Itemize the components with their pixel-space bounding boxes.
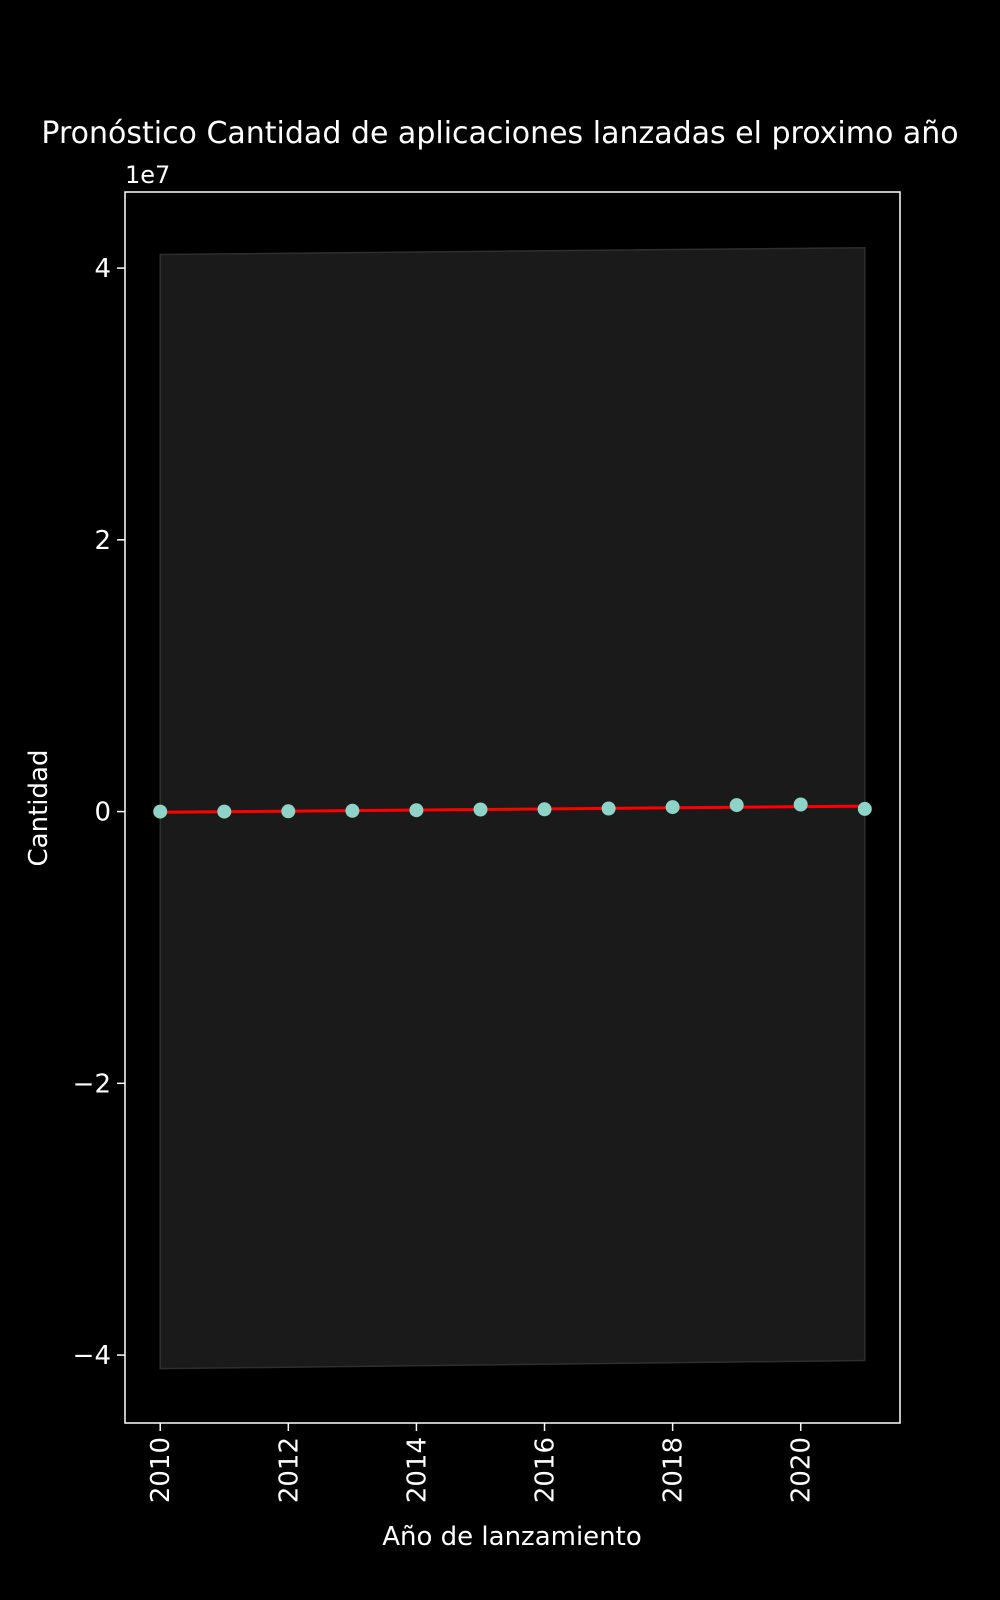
data-point [473, 802, 488, 817]
x-tick-label: 2020 [787, 1437, 817, 1503]
data-point [793, 797, 808, 812]
x-axis: 2010 2012 2014 2016 2018 2020 [146, 1423, 817, 1503]
x-tick-label: 2018 [659, 1437, 689, 1503]
x-tick-label: 2016 [531, 1437, 561, 1503]
y-tick-label: 0 [94, 798, 111, 828]
data-point [537, 802, 552, 817]
y-tick-label: 2 [94, 526, 111, 556]
data-point [217, 804, 232, 819]
data-point [345, 803, 360, 818]
y-axis-label: Cantidad [24, 750, 54, 867]
y-axis: −4 −2 0 2 4 [73, 254, 125, 1371]
x-tick-label: 2010 [146, 1437, 176, 1503]
y-tick-label: 4 [94, 254, 111, 284]
data-point [857, 801, 872, 816]
trend-line [160, 804, 865, 814]
data-point [601, 801, 616, 816]
data-point [729, 798, 744, 813]
x-tick-label: 2014 [402, 1437, 432, 1503]
y-tick-label: −2 [73, 1069, 111, 1099]
y-tick-label: −4 [73, 1341, 111, 1371]
data-point [153, 804, 168, 819]
x-axis-label: Año de lanzamiento [382, 1522, 642, 1552]
y-offset-label: 1e7 [125, 161, 170, 189]
data-point [281, 804, 296, 819]
x-tick-label: 2012 [274, 1437, 304, 1503]
data-point [409, 803, 424, 818]
plot-area [153, 246, 872, 1370]
axes-frame [124, 191, 901, 1424]
data-point [665, 800, 680, 815]
chart-title: Pronóstico Cantidad de aplicaciones lanz… [41, 116, 958, 151]
